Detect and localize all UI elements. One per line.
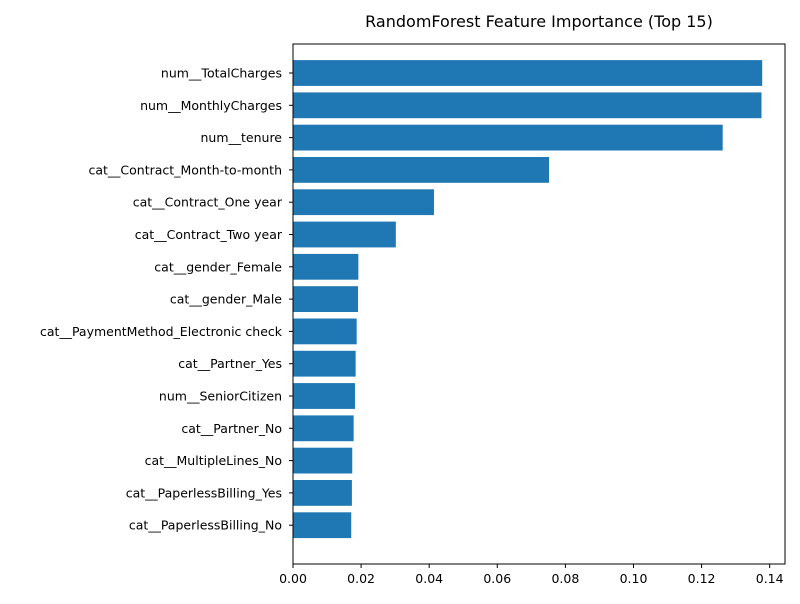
- x-tick-label: 0.02: [347, 571, 375, 586]
- x-tick-label: 0.10: [620, 571, 648, 586]
- bar: [293, 383, 355, 409]
- y-axis: num__TotalCharges num__MonthlyCharges num_…: [40, 66, 293, 533]
- bar: [293, 350, 356, 377]
- bar: [293, 286, 359, 312]
- y-tick-label: cat__PaperlessBilling_No: [129, 518, 282, 533]
- y-tick-label: cat__Partner_No: [181, 421, 282, 436]
- x-axis: 0.00 0.02 0.04 0.06 0.08 0.10 0.12 0.14: [279, 564, 784, 586]
- y-tick-label: cat__Contract_Month-to-month: [88, 162, 282, 177]
- bar: [293, 480, 352, 506]
- y-tick-label: num__TotalCharges: [161, 66, 282, 81]
- bar: [293, 447, 353, 474]
- x-tick-label: 0.06: [483, 571, 511, 586]
- x-tick-label: 0.12: [688, 571, 716, 586]
- y-tick-label: cat__gender_Female: [154, 259, 282, 274]
- x-tick-label: 0.14: [756, 571, 784, 586]
- bar: [293, 124, 723, 151]
- y-tick-label: num__MonthlyCharges: [140, 98, 282, 113]
- x-tick-label: 0.04: [415, 571, 443, 586]
- bar: [293, 189, 434, 216]
- y-tick-label: cat__MultipleLines_No: [145, 453, 282, 468]
- y-tick-label: num__tenure: [200, 130, 282, 145]
- y-tick-label: cat__gender_Male: [170, 292, 282, 307]
- y-tick-label: cat__Contract_One year: [133, 195, 283, 210]
- x-tick-label: 0.00: [279, 571, 307, 586]
- bars-group: [293, 60, 763, 539]
- x-tick-label: 0.08: [551, 571, 579, 586]
- bar: [293, 157, 550, 183]
- y-tick-label: cat__PaperlessBilling_Yes: [126, 485, 282, 500]
- bar: [293, 253, 359, 280]
- bar: [293, 60, 763, 86]
- bar: [293, 512, 352, 539]
- y-tick-label: cat__PaymentMethod_Electronic check: [40, 324, 283, 339]
- bar: [293, 415, 354, 442]
- y-tick-label: cat__Partner_Yes: [178, 356, 282, 371]
- y-tick-label: cat__Contract_Two year: [135, 227, 283, 242]
- chart-title: RandomForest Feature Importance (Top 15): [365, 12, 713, 31]
- bar: [293, 221, 396, 248]
- plot-frame: [292, 43, 786, 565]
- y-tick-label: num__SeniorCitizen: [159, 389, 282, 404]
- bar: [293, 92, 762, 119]
- bar: [293, 318, 357, 345]
